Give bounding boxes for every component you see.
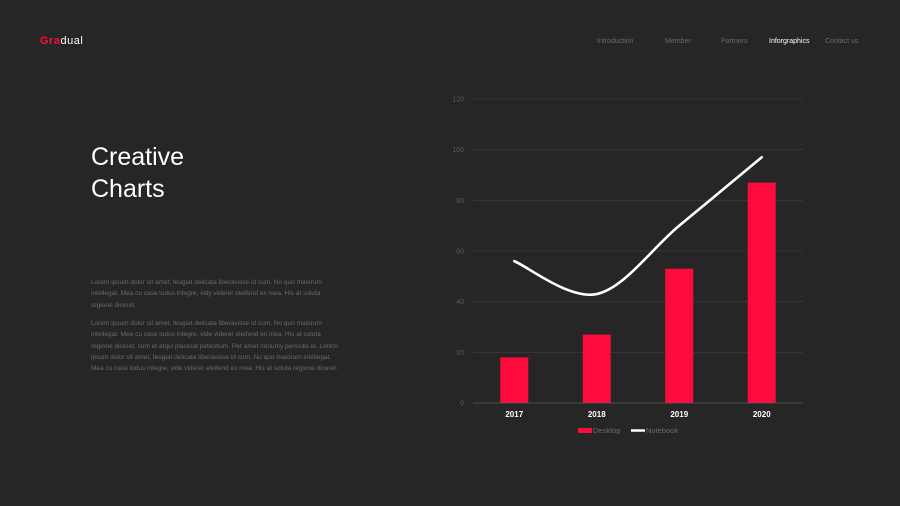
- y-tick-label-120: 120: [452, 97, 464, 104]
- y-tick-label-0: 0: [460, 401, 464, 408]
- x-tick-label-2019: 2019: [670, 410, 688, 419]
- y-tick-label-100: 100: [452, 147, 464, 154]
- legend-swatch-desktop: [578, 428, 592, 433]
- bar-desktop-2020: [747, 182, 776, 403]
- page-title: Creative Charts: [91, 141, 184, 205]
- nav-item-partners[interactable]: Partners: [721, 38, 748, 45]
- y-tick-label-40: 40: [456, 299, 464, 306]
- page-title-line-2: Charts: [91, 175, 165, 203]
- x-tick-label-2018: 2018: [588, 410, 606, 419]
- desktop-bars: [500, 182, 776, 403]
- y-axis-tick-labels: 0 20 40 60 80 100 120: [452, 97, 464, 408]
- page-title-line-1: Creative: [91, 143, 185, 171]
- legend-label-notebook: Notebook: [646, 426, 678, 435]
- brand-logo-accent: Gra: [40, 35, 61, 47]
- notebook-line: [512, 155, 764, 297]
- brand-logo[interactable]: Gradual: [40, 35, 83, 47]
- x-axis-tick-labels: 2017 2018 2019 2020: [505, 410, 771, 419]
- bar-desktop-2017: [500, 357, 529, 403]
- nav-item-inforgraphics[interactable]: Inforgraphics: [769, 38, 810, 45]
- nav-item-introduction[interactable]: Introduction: [597, 38, 634, 45]
- body-paragraph-1: Lorem ipsum dolor sit amet, feugiat deli…: [91, 279, 322, 309]
- y-tick-label-60: 60: [456, 249, 464, 256]
- brand-logo-rest: dual: [60, 35, 84, 47]
- top-navigation: Introduction Member Partners Inforgraphi…: [0, 38, 900, 50]
- body-paragraph-2: Lorem ipsum dolor sit amet, feugiat deli…: [91, 320, 338, 373]
- chart-legend: Desktop Notebook: [578, 426, 678, 435]
- nav-item-member[interactable]: Member: [665, 38, 691, 45]
- bar-desktop-2019: [665, 268, 694, 403]
- x-tick-label-2020: 2020: [753, 410, 771, 419]
- bar-desktop-2018: [582, 334, 611, 403]
- y-tick-label-20: 20: [456, 350, 464, 357]
- legend-label-desktop: Desktop: [593, 426, 621, 435]
- nav-item-contact-us[interactable]: Contact us: [825, 38, 859, 45]
- y-tick-label-80: 80: [456, 198, 464, 205]
- x-tick-label-2017: 2017: [505, 410, 523, 419]
